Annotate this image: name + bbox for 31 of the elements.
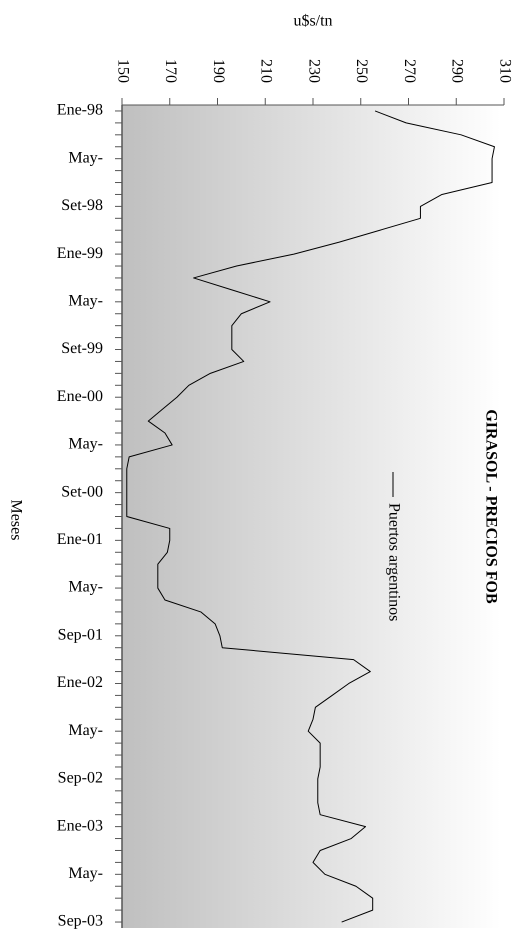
y-tick-label: Set-00 bbox=[61, 483, 103, 500]
y-tick-label: May- bbox=[68, 578, 103, 596]
y-tick-label: Ene-00 bbox=[56, 388, 103, 405]
x-tick-label: 150 bbox=[114, 59, 132, 83]
y-tick-label: May- bbox=[68, 149, 103, 166]
y-tick-label: Set-98 bbox=[61, 197, 103, 214]
x-tick-label: 190 bbox=[210, 59, 227, 83]
y-tick-label: May- bbox=[68, 436, 103, 453]
y-tick-label: Ene-01 bbox=[56, 531, 103, 548]
y-tick-label: May- bbox=[68, 292, 103, 310]
y-tick-label: Sep-03 bbox=[58, 912, 103, 930]
y-tick-label: Ene-02 bbox=[56, 674, 103, 692]
y-tick-label: May- bbox=[68, 865, 103, 882]
x-tick-label: 230 bbox=[305, 59, 322, 83]
y-axis-title: Meses bbox=[7, 500, 24, 540]
y-tick-label: Sep-02 bbox=[58, 770, 103, 787]
x-tick-label: 270 bbox=[400, 59, 418, 83]
y-tick-label: Sep-01 bbox=[58, 626, 103, 644]
y-tick-label: Ene-03 bbox=[56, 817, 103, 834]
y-tick-label: Ene-98 bbox=[56, 102, 103, 119]
y-tick-label: Ene-99 bbox=[56, 244, 103, 262]
x-tick-label: 250 bbox=[353, 59, 370, 83]
legend-label: Puertos argentinos bbox=[385, 503, 402, 622]
x-tick-label: 310 bbox=[496, 59, 514, 83]
y-tick-label: Set-99 bbox=[61, 340, 103, 358]
x-tick-label: 210 bbox=[258, 59, 275, 83]
x-axis-title: u$s/tn bbox=[293, 12, 333, 30]
x-tick-label: 170 bbox=[162, 59, 180, 83]
text: GIRASOL - PRECIOS FOB bbox=[482, 409, 500, 604]
y-tick-label: May- bbox=[68, 722, 103, 739]
x-tick-label: 290 bbox=[448, 59, 466, 83]
